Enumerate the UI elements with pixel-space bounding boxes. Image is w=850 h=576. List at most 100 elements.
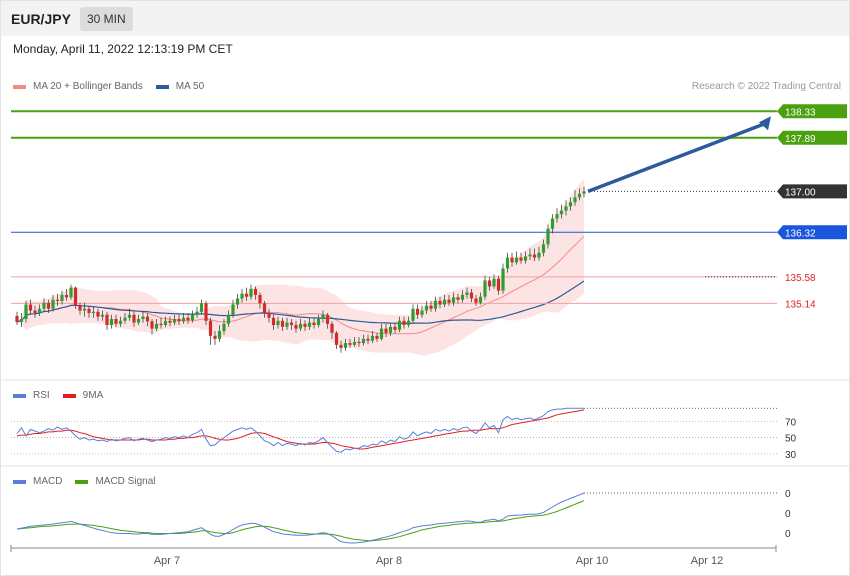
candle xyxy=(334,331,339,350)
candle-body xyxy=(249,288,253,297)
candle-body xyxy=(73,287,78,306)
candle xyxy=(96,308,100,321)
candle-body xyxy=(159,323,163,326)
candle xyxy=(60,290,64,305)
candle xyxy=(42,298,46,312)
candle xyxy=(546,224,550,249)
candle xyxy=(411,304,415,324)
candle xyxy=(109,314,114,329)
candle-body xyxy=(352,341,357,345)
candle-body xyxy=(429,305,433,309)
candle xyxy=(87,305,91,318)
candle xyxy=(505,252,510,273)
candle xyxy=(163,316,168,328)
candle-body xyxy=(69,287,73,298)
candle xyxy=(447,294,451,306)
candle-body xyxy=(492,278,496,287)
level-137-00-tag xyxy=(777,184,847,199)
candle-body xyxy=(451,297,456,303)
candle xyxy=(141,311,145,323)
ma50-line xyxy=(16,280,585,325)
rsi-tick-label: 50 xyxy=(785,434,797,445)
candle xyxy=(37,304,42,316)
candle-body xyxy=(568,202,573,207)
candle-body xyxy=(343,343,348,348)
candle-body xyxy=(123,317,127,321)
candle xyxy=(105,311,109,330)
target-arrow-head xyxy=(759,116,771,131)
candle xyxy=(154,318,159,332)
candle-body xyxy=(523,256,528,261)
candle xyxy=(528,248,532,260)
level-137-89-tag xyxy=(777,130,847,145)
candle xyxy=(559,204,564,219)
candle xyxy=(438,296,442,309)
candle-body xyxy=(505,257,510,269)
candle xyxy=(370,331,375,344)
candle xyxy=(24,300,28,323)
candle-body xyxy=(501,268,505,291)
candle xyxy=(532,248,537,262)
candle-body xyxy=(519,257,523,261)
candle xyxy=(537,246,541,261)
candle-body xyxy=(397,320,402,330)
candle-body xyxy=(366,338,370,341)
candle-body xyxy=(267,312,271,318)
x-axis-label: Apr 8 xyxy=(376,555,402,567)
candle xyxy=(564,200,568,216)
candle xyxy=(46,299,51,313)
candle-body xyxy=(294,325,298,329)
candle xyxy=(91,306,96,318)
candle-body xyxy=(213,335,217,339)
candle-body xyxy=(240,293,244,299)
candle xyxy=(429,300,433,312)
level-135-14-label: 135.14 xyxy=(785,299,816,310)
candle xyxy=(280,317,285,332)
copyright-text: Research © 2022 Trading Central xyxy=(691,81,841,92)
candle-body xyxy=(55,299,60,301)
candle xyxy=(271,314,276,330)
candle-body xyxy=(208,320,213,336)
candle xyxy=(325,312,330,329)
candle xyxy=(393,322,397,334)
candle xyxy=(258,292,262,309)
macd-tick-label: 0 xyxy=(785,489,791,500)
candle xyxy=(145,312,150,327)
timeframe-button[interactable]: 30 MIN xyxy=(80,7,133,31)
candle xyxy=(433,296,438,312)
candle xyxy=(186,312,190,324)
candle-body xyxy=(465,292,469,295)
level-135-58-label: 135.58 xyxy=(785,273,816,284)
candle xyxy=(492,274,496,289)
candle-body xyxy=(136,318,141,323)
candle-body xyxy=(82,308,87,311)
candle xyxy=(100,310,105,321)
candle xyxy=(51,294,55,312)
candle-body xyxy=(393,326,397,330)
candle-body xyxy=(496,278,501,291)
level-136-32-tag xyxy=(777,225,847,240)
candle-body xyxy=(172,318,177,323)
candle xyxy=(388,322,393,336)
rsi-line xyxy=(16,407,584,453)
candle-body xyxy=(573,197,577,203)
candle-body xyxy=(433,300,438,309)
candle xyxy=(424,300,429,315)
x-axis-label: Apr 10 xyxy=(576,555,608,567)
macd-tick-label: 0 xyxy=(785,529,791,540)
candle-body xyxy=(487,280,492,287)
candle xyxy=(294,320,298,333)
candle-body xyxy=(262,303,267,313)
candle-body xyxy=(114,318,118,324)
candle-body xyxy=(541,244,546,253)
candle xyxy=(226,310,231,327)
candle xyxy=(244,287,249,301)
candle xyxy=(550,214,555,234)
candle-body xyxy=(78,305,82,311)
rsi-ma-legend-label: 9MA xyxy=(82,390,104,401)
candle xyxy=(465,287,469,299)
candle-body xyxy=(307,322,312,327)
candle-body xyxy=(285,322,289,327)
level-138-33-tag xyxy=(777,104,847,119)
candle xyxy=(519,252,523,264)
